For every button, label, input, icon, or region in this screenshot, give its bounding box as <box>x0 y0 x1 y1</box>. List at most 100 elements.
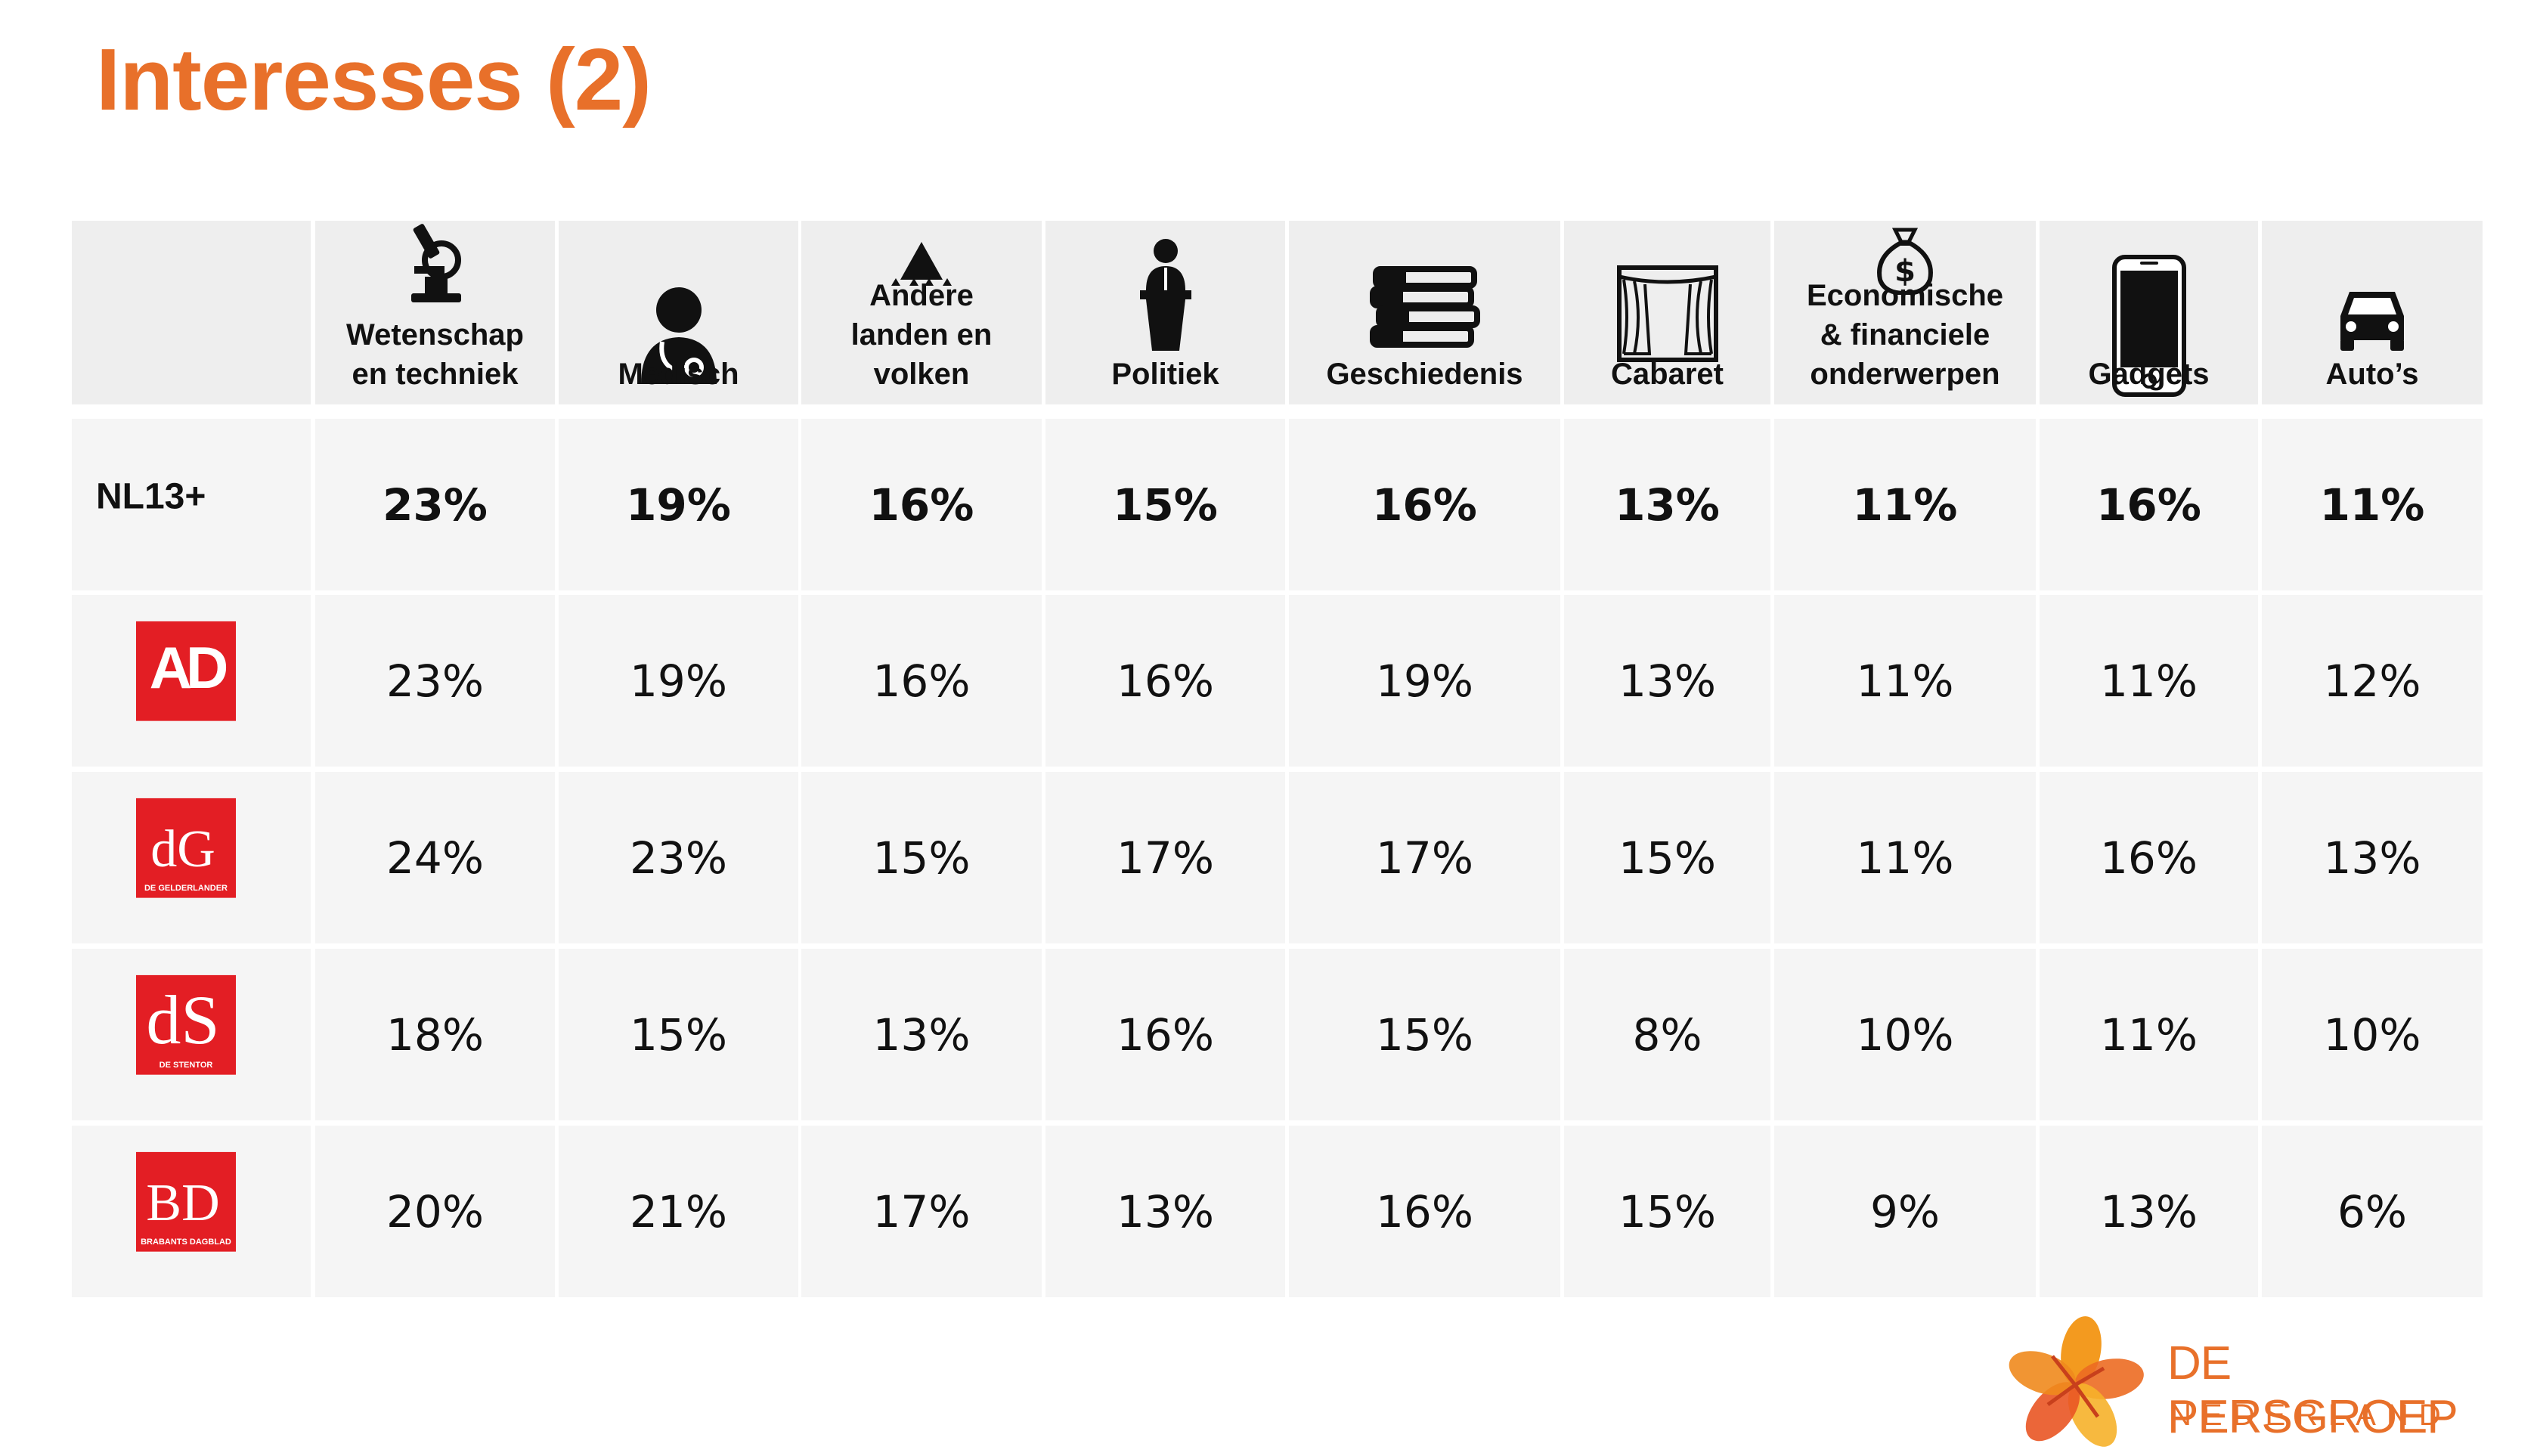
svg-text:DE STENTOR: DE STENTOR <box>160 1060 213 1069</box>
persgroep-logo: DE PERSGROEP NEDERLAND <box>1999 1315 2468 1451</box>
column-header-label: Wetenschap en techniek <box>346 318 524 391</box>
table-cell: 24% <box>315 772 555 943</box>
table-cell: 16% <box>1289 1126 1560 1297</box>
table-cell: 21% <box>559 1126 798 1297</box>
table-cell: 16% <box>1045 595 1285 767</box>
table-cell: 15% <box>1045 419 1285 590</box>
row-label-cell: BD BRABANTS DAGBLAD <box>72 1126 311 1297</box>
table-cell: 16% <box>1289 419 1560 590</box>
svg-text:AD: AD <box>150 634 227 700</box>
percentage-value: 15% <box>1113 479 1218 531</box>
header-row: Wetenschap en techniek Medisch Andere land… <box>72 221 2483 404</box>
smartphone-icon <box>2111 254 2187 401</box>
column-header-label: Andere landen en volken <box>850 279 993 391</box>
svg-text:BD: BD <box>146 1173 219 1231</box>
row-label-cell: dS DE STENTOR <box>72 949 311 1120</box>
svg-text:dG: dG <box>150 819 215 878</box>
table-cell: 17% <box>801 1126 1042 1297</box>
header-corner-cell <box>72 221 311 404</box>
table-cell: 17% <box>1045 772 1285 943</box>
percentage-value: 13% <box>1618 655 1716 707</box>
percentage-value: 18% <box>386 1008 484 1061</box>
table-cell: 15% <box>559 949 798 1120</box>
table-cell: 23% <box>315 419 555 590</box>
table-cell: 16% <box>801 595 1042 767</box>
column-header-label: Geschiedenis <box>1326 358 1523 391</box>
percentage-value: 11% <box>2100 1008 2198 1061</box>
percentage-value: 16% <box>869 479 974 531</box>
percentage-value: 20% <box>386 1185 484 1238</box>
table-cell: 10% <box>1774 949 2036 1120</box>
column-header-label: Medisch <box>618 358 739 391</box>
percentage-value: 10% <box>1856 1008 1954 1061</box>
table-row: AD 23% 19% 16% 16% 19% 13% 11% 11% 12% <box>72 595 2483 767</box>
percentage-value: 19% <box>626 479 731 531</box>
row-label: NL13+ <box>96 476 206 516</box>
podium-speaker-icon <box>1135 237 1196 355</box>
percentage-value: 23% <box>386 655 484 707</box>
table-cell: 13% <box>801 949 1042 1120</box>
table-cell: 16% <box>1045 949 1285 1120</box>
percentage-value: 13% <box>2100 1185 2198 1238</box>
table-cell: 9% <box>1774 1126 2036 1297</box>
percentage-value: 11% <box>1856 832 1954 884</box>
percentage-value: 16% <box>1117 1008 1214 1061</box>
de-stentor-logo: dS DE STENTOR <box>136 974 236 1075</box>
svg-text:BRABANTS DAGBLAD: BRABANTS DAGBLAD <box>141 1237 231 1246</box>
doctor-icon <box>633 286 724 388</box>
table-cell: 11% <box>1774 595 2036 767</box>
percentage-value: 11% <box>1856 655 1954 707</box>
percentage-value: 8% <box>1632 1008 1702 1061</box>
tent-icon <box>876 242 967 291</box>
header-cell: Cabaret <box>1564 221 1770 404</box>
table-cell: 19% <box>1289 595 1560 767</box>
books-icon <box>1368 265 1482 352</box>
table-cell: 16% <box>801 419 1042 590</box>
row-label-cell: AD <box>72 595 311 767</box>
logo-subtitle: NEDERLAND <box>2170 1399 2452 1432</box>
column-header-label: Cabaret <box>1611 358 1724 391</box>
header-cell: Andere landen en volken <box>801 221 1042 404</box>
percentage-value: 13% <box>1615 479 1720 531</box>
header-cell: Wetenschap en techniek <box>315 221 555 404</box>
header-cell: Geschiedenis <box>1289 221 1560 404</box>
money-bag-icon: $ <box>1871 227 1939 299</box>
percentage-value: 15% <box>1618 1185 1716 1238</box>
table-cell: 11% <box>2262 419 2483 590</box>
percentage-value: 13% <box>872 1008 971 1061</box>
percentage-value: 12% <box>2323 655 2421 707</box>
table-cell: 20% <box>315 1126 555 1297</box>
header-cell: $ Economische & financiele onderwerpen <box>1774 221 2036 404</box>
header-cell: Medisch <box>559 221 798 404</box>
percentage-value: 16% <box>2096 479 2201 531</box>
table-cell: 11% <box>2040 595 2258 767</box>
AD-logo: AD <box>136 621 236 721</box>
table-cell: 15% <box>1289 949 1560 1120</box>
header-cell: Politiek <box>1045 221 1285 404</box>
percentage-value: 23% <box>630 832 727 884</box>
table-cell: 10% <box>2262 949 2483 1120</box>
percentage-value: 19% <box>630 655 727 707</box>
percentage-value: 11% <box>2319 479 2425 531</box>
percentage-value: 16% <box>872 655 971 707</box>
column-header-label: Economische & financiele onderwerpen <box>1806 279 2004 391</box>
percentage-value: 6% <box>2337 1185 2407 1238</box>
percentage-value: 21% <box>630 1185 727 1238</box>
table-cell: 13% <box>1045 1126 1285 1297</box>
percentage-value: 13% <box>1117 1185 1214 1238</box>
table-cell: 23% <box>315 595 555 767</box>
table-cell: 13% <box>1564 419 1770 590</box>
percentage-value: 9% <box>1869 1185 1940 1238</box>
table-cell: 16% <box>2040 419 2258 590</box>
percentage-value: 17% <box>1376 832 1473 884</box>
logo-name: DE PERSGROEP <box>2167 1337 2458 1443</box>
theater-stage-icon <box>1615 265 1721 367</box>
table-cell: 23% <box>559 772 798 943</box>
flower-logo-icon <box>2009 1316 2144 1447</box>
table-cell: 19% <box>559 419 798 590</box>
percentage-value: 11% <box>2100 655 2198 707</box>
percentage-value: 15% <box>872 832 971 884</box>
percentage-value: 15% <box>1376 1008 1473 1061</box>
svg-text:$: $ <box>1894 254 1916 289</box>
table-cell: 19% <box>559 595 798 767</box>
